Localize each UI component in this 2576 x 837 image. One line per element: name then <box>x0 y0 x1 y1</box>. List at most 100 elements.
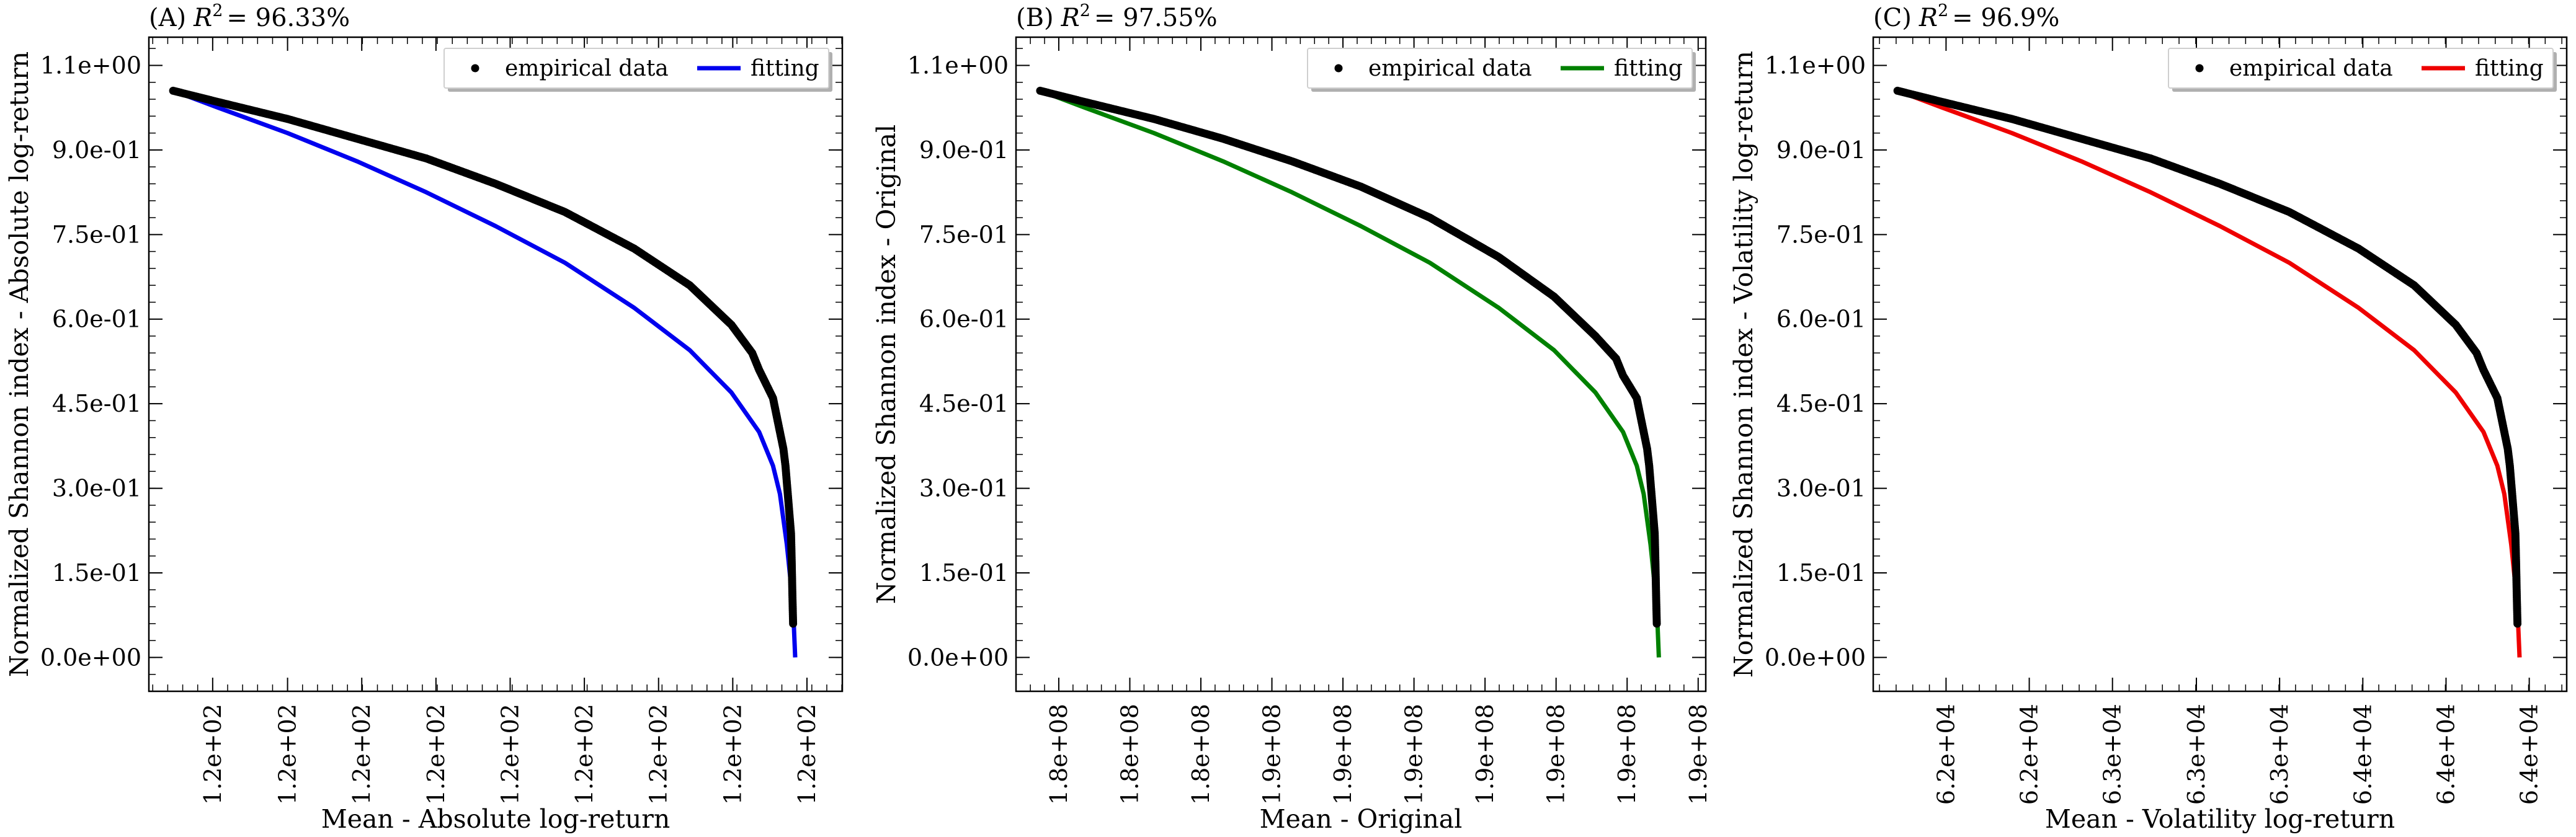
y-tick-label: 3.0e-01 <box>1776 475 1866 502</box>
x-tick-label: 1.9e+08 <box>1471 704 1499 805</box>
panel-b: 0.0e+00 1.5e-01 3.0e-01 4.5e-01 6.0e-01 7.5e-… <box>871 1 1712 834</box>
legend-label-empirical: empirical data <box>1368 56 1532 81</box>
y-tick-label: 1.5e-01 <box>52 559 141 587</box>
y-tick-label: 1.5e-01 <box>919 559 1009 587</box>
x-tick-label: 6.3e+04 <box>2183 704 2210 805</box>
axes-frame <box>1015 36 1707 693</box>
axes-frame <box>1872 36 2568 693</box>
x-tick-label: 6.3e+04 <box>2099 704 2126 805</box>
x-axis-label: Mean - Original <box>1260 804 1463 834</box>
x-tick-label: 6.2e+04 <box>2016 704 2043 805</box>
empirical-point <box>2513 619 2522 628</box>
panel-title: (C) R2 = 96.9% <box>1873 1 2059 32</box>
x-axis-label: Mean - Absolute log-return <box>321 804 671 834</box>
legend-marker-empirical <box>2195 64 2204 73</box>
y-tick-label: 1.5e-01 <box>1776 559 1866 587</box>
legend: empirical data fitting <box>1307 48 1696 92</box>
y-tick-label: 7.5e-01 <box>52 221 141 248</box>
x-tick-label: 6.2e+04 <box>1932 704 1959 805</box>
x-tick-label: 1.9e+08 <box>1259 704 1286 805</box>
x-tick-label: 1.8e+08 <box>1187 704 1214 805</box>
legend-box <box>443 48 829 89</box>
legend-marker-empirical <box>471 64 479 73</box>
r2-symbol: R <box>1919 4 1938 32</box>
r2-symbol: R <box>193 4 212 32</box>
y-tick-label: 1.1e+00 <box>40 51 141 79</box>
x-tick-label: 6.4e+04 <box>2516 704 2543 805</box>
legend-box <box>1307 48 1693 89</box>
y-tick-label: 1.1e+00 <box>907 51 1009 79</box>
x-tick-label: 6.4e+04 <box>2349 704 2376 805</box>
y-tick-label: 7.5e-01 <box>1776 221 1866 248</box>
empirical-data-series <box>1893 86 2522 628</box>
x-tick-label: 1.2e+02 <box>422 704 450 805</box>
x-tick-label: 1.2e+02 <box>793 704 821 805</box>
legend-label-empirical: empirical data <box>505 56 669 81</box>
panel-title: (A) R2 = 96.33% <box>149 1 350 32</box>
legend-label-empirical: empirical data <box>2229 56 2393 81</box>
y-tick-label: 0.0e+00 <box>1765 644 1866 671</box>
y-tick-label: 3.0e-01 <box>52 475 141 502</box>
panel-title-prefix: (C) <box>1873 4 1912 32</box>
empirical-data-series <box>169 86 798 628</box>
r2-value: = 97.55% <box>1094 4 1218 32</box>
x-tick-label: 1.2e+02 <box>348 704 375 805</box>
x-tick-label: 1.2e+02 <box>571 704 598 805</box>
y-tick-label: 9.0e-01 <box>52 136 141 164</box>
legend: empirical data fitting <box>2168 48 2557 92</box>
x-tick-label: 1.2e+02 <box>645 704 672 805</box>
y-tick-label: 6.0e-01 <box>1776 306 1866 333</box>
empirical-data-series <box>1036 86 1661 628</box>
x-tick-label: 1.9e+08 <box>1401 704 1428 805</box>
r2-superscript: 2 <box>212 1 223 20</box>
x-tick-label: 6.3e+04 <box>2266 704 2293 805</box>
r2-value: = 96.33% <box>226 4 350 32</box>
panel-a: 0.0e+00 1.5e-01 3.0e-01 4.5e-01 6.0e-01 7.5e-… <box>4 1 844 834</box>
r2-superscript: 2 <box>1080 1 1090 20</box>
legend-marker-empirical <box>1334 64 1343 73</box>
y-axis-label: Normalized Shannon index - Volatility lo… <box>1729 51 1758 678</box>
y-tick-label: 4.5e-01 <box>1776 390 1866 417</box>
r2-superscript: 2 <box>1938 1 1948 20</box>
legend-box <box>2168 48 2554 89</box>
legend-label-fitting: fitting <box>1614 56 1683 81</box>
y-tick-label: 6.0e-01 <box>919 306 1009 333</box>
x-tick-label: 1.2e+02 <box>199 704 226 805</box>
legend: empirical data fitting <box>443 48 832 92</box>
empirical-point <box>789 619 798 628</box>
legend-label-fitting: fitting <box>2475 56 2544 81</box>
panel-title-prefix: (B) <box>1016 4 1054 32</box>
y-axis-label: Normalized Shannon index - Absolute log-… <box>4 51 34 677</box>
y-tick-label: 4.5e-01 <box>919 390 1009 417</box>
x-tick-label: 1.2e+02 <box>719 704 746 805</box>
x-axis-label: Mean - Volatility log-return <box>2045 804 2395 834</box>
r2-symbol: R <box>1061 4 1080 32</box>
x-tick-label: 1.8e+08 <box>1116 704 1143 805</box>
panel-c: 0.0e+00 1.5e-01 3.0e-01 4.5e-01 6.0e-01 7.5e-… <box>1729 1 2568 834</box>
x-tick-label: 1.8e+08 <box>1045 704 1072 805</box>
x-tick-label: 1.2e+02 <box>496 704 524 805</box>
y-tick-label: 0.0e+00 <box>907 644 1009 671</box>
axes-frame <box>148 36 844 693</box>
legend-label-fitting: fitting <box>751 56 819 81</box>
x-tick-label: 1.9e+08 <box>1685 704 1712 805</box>
y-axis-label: Normalized Shannon index - Original <box>871 125 901 604</box>
panel-title: (B) R2 = 97.55% <box>1016 1 1218 32</box>
y-tick-label: 7.5e-01 <box>919 221 1009 248</box>
y-tick-label: 9.0e-01 <box>1776 136 1866 164</box>
x-tick-label: 6.4e+04 <box>2432 704 2459 805</box>
y-tick-label: 6.0e-01 <box>52 306 141 333</box>
fitting-line <box>1039 89 1661 658</box>
x-tick-label: 1.9e+08 <box>1329 704 1357 805</box>
r2-value: = 96.9% <box>1952 4 2059 32</box>
x-tick-label: 1.9e+08 <box>1543 704 1570 805</box>
y-tick-label: 1.1e+00 <box>1765 51 1866 79</box>
panel-title-prefix: (A) <box>149 4 186 32</box>
y-tick-label: 9.0e-01 <box>919 136 1009 164</box>
y-tick-label: 0.0e+00 <box>40 644 141 671</box>
y-tick-label: 3.0e-01 <box>919 475 1009 502</box>
x-tick-label: 1.2e+02 <box>274 704 301 805</box>
y-tick-label: 4.5e-01 <box>52 390 141 417</box>
empirical-point <box>1652 619 1661 628</box>
